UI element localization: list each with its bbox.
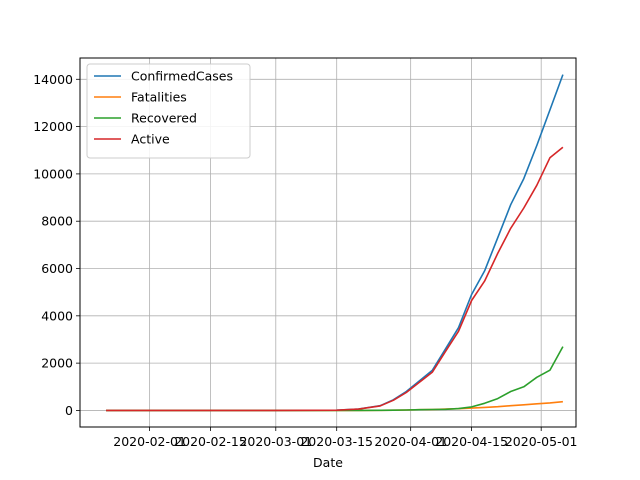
x-axis-label: Date (313, 455, 343, 470)
x-tick-label: 2020-02-01 (113, 434, 186, 449)
y-tick-label: 10000 (33, 166, 73, 181)
y-tick-label: 14000 (33, 72, 73, 87)
legend-label: ConfirmedCases (131, 69, 233, 84)
y-tick-label: 6000 (41, 261, 73, 276)
series-lines (106, 74, 564, 412)
x-tick-label: 2020-03-01 (239, 434, 312, 449)
x-axis: 2020-02-012020-02-152020-03-012020-03-15… (113, 427, 578, 449)
legend-label: Recovered (131, 111, 197, 126)
y-tick-label: 12000 (33, 119, 73, 134)
legend-label: Fatalities (131, 90, 187, 105)
legend-label: Active (131, 132, 170, 147)
y-tick-label: 0 (65, 403, 73, 418)
y-axis: 0 2000 4000 6000 8000 10000 12000 14000 (33, 72, 80, 418)
x-tick-label: 2020-02-15 (174, 434, 247, 449)
y-tick-label: 4000 (41, 308, 73, 323)
series-line-active (106, 146, 564, 412)
series-line-recovered (106, 346, 564, 412)
x-tick-label: 2020-05-01 (505, 434, 578, 449)
grid (80, 58, 576, 427)
x-tick-label: 2020-04-15 (435, 434, 508, 449)
plot-frame (79, 57, 577, 428)
y-tick-label: 8000 (41, 214, 73, 229)
legend: ConfirmedCases Fatalities Recovered Active (86, 63, 251, 159)
series-line-fatalities (106, 400, 563, 412)
x-tick-label: 2020-03-15 (300, 434, 373, 449)
x-tick-label: 2020-04-01 (374, 434, 447, 449)
y-tick-label: 2000 (41, 356, 73, 371)
legend-box (86, 63, 251, 159)
